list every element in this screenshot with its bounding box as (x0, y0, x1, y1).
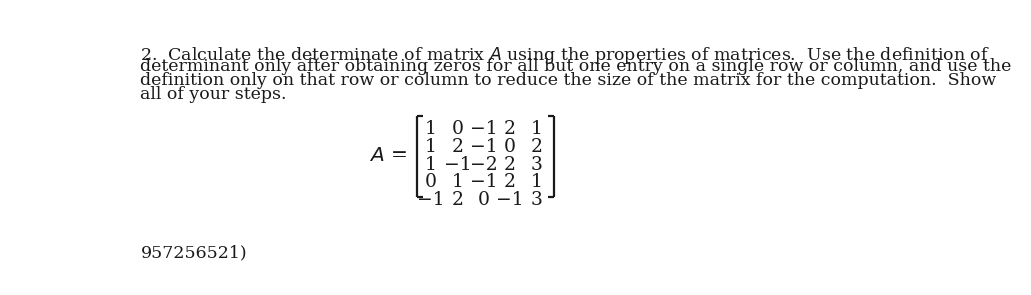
Text: 3: 3 (531, 191, 542, 209)
Text: all of your steps.: all of your steps. (140, 86, 287, 103)
Text: 2.  Calculate the determinate of matrix $A$ using the properties of matrices.  U: 2. Calculate the determinate of matrix $… (140, 45, 990, 66)
Text: −1: −1 (418, 191, 445, 209)
Text: 2: 2 (504, 155, 517, 173)
Text: −1: −1 (443, 155, 471, 173)
Text: 1: 1 (425, 138, 437, 156)
Text: 1: 1 (531, 120, 542, 138)
Text: −2: −2 (470, 155, 498, 173)
Text: −1: −1 (470, 173, 498, 191)
Text: −1: −1 (470, 138, 498, 156)
Text: −1: −1 (470, 120, 498, 138)
Text: 1: 1 (425, 120, 437, 138)
Text: 957256521): 957256521) (140, 245, 247, 262)
Text: 2: 2 (452, 191, 464, 209)
Text: 0: 0 (504, 138, 517, 156)
Text: 0: 0 (425, 173, 437, 191)
Text: 0: 0 (477, 191, 490, 209)
Text: 0: 0 (452, 120, 464, 138)
Text: $A$ =: $A$ = (369, 146, 407, 165)
Text: 1: 1 (425, 155, 437, 173)
Text: 2: 2 (452, 138, 464, 156)
Text: 1: 1 (452, 173, 463, 191)
Text: 2: 2 (531, 138, 542, 156)
Text: 2: 2 (504, 120, 517, 138)
Text: −1: −1 (496, 191, 524, 209)
Text: definition only on that row or column to reduce the size of the matrix for the c: definition only on that row or column to… (140, 72, 997, 89)
Text: 2: 2 (504, 173, 517, 191)
Text: 3: 3 (531, 155, 542, 173)
Text: 1: 1 (531, 173, 542, 191)
Text: determinant only after obtaining zeros for all but one entry on a single row or : determinant only after obtaining zeros f… (140, 58, 1011, 76)
